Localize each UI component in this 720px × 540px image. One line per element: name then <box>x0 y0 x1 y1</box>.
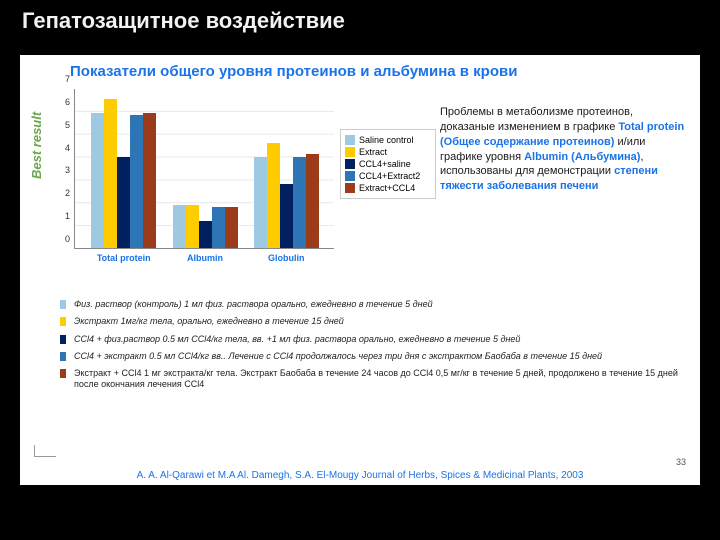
legend-label: Saline control <box>359 135 414 145</box>
key-row: Экстракт + CCl4 1 мг экстракта/кг тела. … <box>60 368 686 391</box>
key-swatch <box>60 335 66 344</box>
chart-legend: Saline control Extract CCL4+saline CCL4+Ext… <box>340 129 436 199</box>
legend-item: Extract+CCL4 <box>345 183 431 193</box>
key-row: Физ. раствор (контроль) 1 мл физ. раство… <box>60 299 686 310</box>
bar <box>117 157 130 248</box>
desc-k2: Albumin (Альбумина) <box>524 151 640 163</box>
y-tick: 5 <box>65 120 70 130</box>
legend-label: CCL4+saline <box>359 159 411 169</box>
connector-line <box>34 445 56 457</box>
key-row: CCl4 + экстракт 0.5 мл CCl4/кг вв.. Лече… <box>60 351 686 362</box>
key-text: Физ. раствор (контроль) 1 мл физ. раство… <box>74 299 433 310</box>
content-panel: Показатели общего уровня протеинов и аль… <box>20 55 700 485</box>
plot-area: Total proteinAlbuminGlobulin <box>74 89 334 249</box>
y-tick: 1 <box>65 211 70 221</box>
description-text: Проблемы в метаболизме протеинов, доказа… <box>440 105 686 194</box>
legend-swatch <box>345 171 355 181</box>
y-tick: 0 <box>65 234 70 244</box>
key-swatch <box>60 317 66 326</box>
bar-group <box>254 143 319 248</box>
bar <box>293 157 306 248</box>
legend-swatch <box>345 159 355 169</box>
bar <box>130 115 143 248</box>
page-number: 33 <box>676 457 686 467</box>
best-result-label: Best result <box>29 112 44 179</box>
y-tick: 2 <box>65 188 70 198</box>
key-text: CCl4 + экстракт 0.5 мл CCl4/кг вв.. Лече… <box>74 351 602 362</box>
y-tick: 3 <box>65 165 70 175</box>
legend-label: Extract+CCL4 <box>359 183 415 193</box>
bar <box>267 143 280 248</box>
desc-t1: Проблемы в метаболизме протеинов, доказа… <box>440 106 633 133</box>
bar <box>280 184 293 248</box>
key-swatch <box>60 300 66 309</box>
bar <box>212 207 225 248</box>
x-label: Albumin <box>187 253 223 263</box>
y-axis: 01234567 <box>54 89 72 249</box>
legend-label: Extract <box>359 147 387 157</box>
x-label: Globulin <box>268 253 305 263</box>
slide-title: Гепатозащитное воздействие <box>22 8 345 34</box>
bar <box>199 221 212 248</box>
legend-swatch <box>345 147 355 157</box>
citation: A. A. Al-Qarawi et M.A Al. Damegh, S.A. … <box>20 470 700 481</box>
legend-item: CCL4+Extract2 <box>345 171 431 181</box>
bar <box>306 154 319 248</box>
subtitle: Показатели общего уровня протеинов и аль… <box>20 55 700 86</box>
y-tick: 4 <box>65 143 70 153</box>
key-row: CCl4 + физ.раствор 0.5 мл CCl4/кг тела, … <box>60 334 686 345</box>
legend-item: Extract <box>345 147 431 157</box>
bar-chart: Best result 01234567 Total proteinAlbumi… <box>32 89 432 289</box>
bar-group <box>173 205 238 248</box>
key-text: Экстракт + CCl4 1 мг экстракта/кг тела. … <box>74 368 686 391</box>
bar <box>173 205 186 248</box>
legend-label: CCL4+Extract2 <box>359 171 420 181</box>
bar <box>254 157 267 248</box>
x-label: Total protein <box>97 253 151 263</box>
legend-swatch <box>345 135 355 145</box>
y-tick: 7 <box>65 74 70 84</box>
legend-item: CCL4+saline <box>345 159 431 169</box>
key-list: Физ. раствор (контроль) 1 мл физ. раство… <box>60 299 686 397</box>
footer-bar <box>0 485 720 540</box>
bar <box>186 205 199 248</box>
bar <box>143 113 156 248</box>
key-swatch <box>60 352 66 361</box>
bar <box>225 207 238 248</box>
legend-swatch <box>345 183 355 193</box>
key-swatch <box>60 369 66 378</box>
y-tick: 6 <box>65 97 70 107</box>
key-text: CCl4 + физ.раствор 0.5 мл CCl4/кг тела, … <box>74 334 520 345</box>
bar <box>104 99 117 248</box>
key-row: Экстракт 1мг/кг тела, орально, ежедневно… <box>60 316 686 327</box>
key-text: Экстракт 1мг/кг тела, орально, ежедневно… <box>74 316 344 327</box>
bar-group <box>91 99 156 248</box>
legend-item: Saline control <box>345 135 431 145</box>
bar <box>91 113 104 248</box>
